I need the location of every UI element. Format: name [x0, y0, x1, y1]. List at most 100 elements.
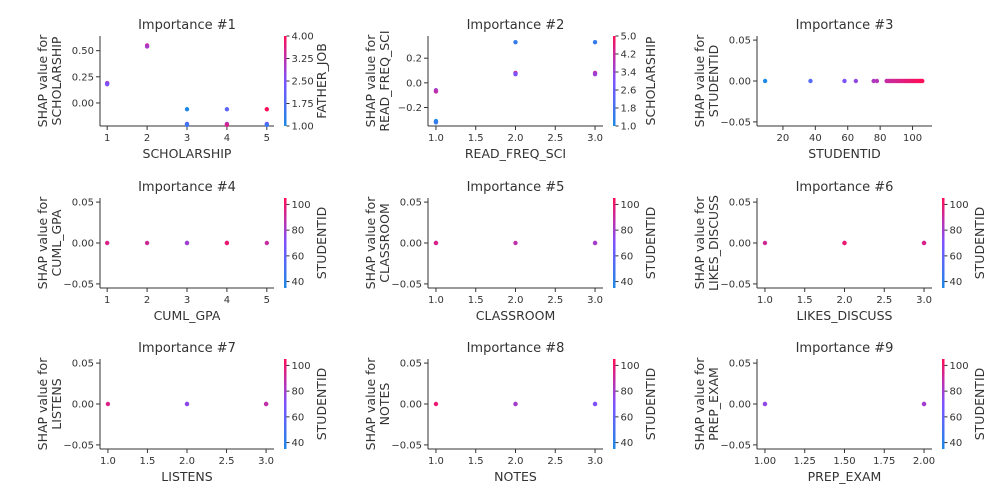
y-axis-label: SHAP value forREAD_FREQ_SCI [363, 30, 392, 131]
x-axis-label: CLASSROOM [476, 308, 556, 323]
colorbar-label: SCHOLARSHIP [643, 36, 658, 125]
data-point [105, 401, 111, 407]
x-tick-label: 2.0 [508, 295, 524, 306]
y-axis-label: SHAP value forCUML_GPA [35, 196, 64, 290]
y-tick-label: 0.05 [72, 198, 94, 209]
y-axis-label-line: PREP_EXAM [706, 367, 721, 441]
data-point [513, 401, 518, 407]
data-point [762, 240, 768, 246]
colorbar-tick-label: 40 [621, 438, 634, 449]
x-tick-label: 2 [144, 295, 150, 306]
subplot-title: Importance #9 [796, 341, 894, 356]
x-tick-label: 1.5 [468, 295, 484, 306]
subplot-9: Importance #9 1.00 1.25 1.50 1.75 2.00 −0.05 0.… [692, 341, 987, 484]
x-axis-label: CUML_GPA [154, 308, 221, 323]
data-point [104, 81, 110, 87]
subplot-title: Importance #7 [138, 341, 236, 356]
data-point [921, 401, 927, 407]
colorbar-tick-label: 80 [292, 387, 305, 398]
y-tick-label: −0.05 [391, 279, 422, 290]
colorbar-label: STUDENTID [314, 207, 329, 280]
colorbar-label: STUDENTID [972, 207, 987, 280]
data-point [513, 72, 518, 77]
y-axis-label-line: LIKES_DISCUSS [706, 195, 721, 291]
x-tick-label: 2.5 [547, 295, 563, 306]
data-point [184, 122, 190, 128]
data-point [184, 107, 190, 112]
colorbar-tick-label: 100 [950, 361, 969, 372]
x-tick-label: 100 [903, 133, 922, 144]
x-tick-label: 2.5 [219, 456, 235, 467]
colorbar-tick-label: 4.2 [621, 50, 637, 61]
colorbar-tick-label: 100 [621, 361, 640, 372]
x-tick-label: 5 [264, 133, 270, 144]
colorbar-tick-label: 80 [292, 226, 305, 237]
colorbar-tick-label: 2.50 [292, 77, 314, 88]
y-axis-label-line: SHAP value for [363, 196, 378, 290]
y-axis-label: SHAP value forSTUDENTID [692, 34, 721, 128]
colorbar-tick-label: 60 [950, 412, 963, 423]
x-tick-label: 1.00 [754, 456, 776, 467]
colorbar-tick-label: 80 [621, 226, 634, 237]
y-tick-label: −0.05 [63, 279, 94, 290]
x-tick-label: 1.75 [873, 456, 895, 467]
data-point [592, 240, 598, 246]
y-axis-label-line: SHAP value for [35, 357, 50, 451]
colorbar-tick-label: 100 [292, 361, 311, 372]
y-tick-label: 0.05 [400, 359, 422, 370]
colorbar-tick-label: 5.0 [621, 32, 637, 43]
x-tick-label: 1.0 [428, 133, 444, 144]
data-point [762, 78, 768, 84]
colorbar-label: FATHER_JOB [314, 43, 329, 119]
y-axis-label-line: SHAP value for [35, 196, 50, 290]
x-axis-label: LISTENS [161, 469, 212, 484]
data-point [513, 240, 518, 246]
y-tick-label: 0.00 [729, 400, 751, 411]
subplot-8: Importance #8 1.0 1.5 2.0 2.5 3.0 −0.05 0.00 0.0… [363, 341, 658, 484]
x-tick-label: 3.0 [587, 295, 603, 306]
data-point [433, 120, 439, 125]
data-point [842, 240, 847, 246]
y-axis-label: SHAP value forLISTENS [35, 357, 64, 451]
x-tick-label: 3 [184, 133, 190, 144]
y-axis-label-line: SHAP value for [692, 196, 707, 290]
data-point [224, 240, 230, 246]
x-axis-label: READ_FREQ_SCI [465, 146, 566, 161]
colorbar-tick-label: 80 [621, 387, 634, 398]
x-tick-label: 5 [264, 295, 270, 306]
colorbar-tick-label: 60 [950, 251, 963, 262]
data-point [264, 107, 270, 112]
y-tick-label: 0.00 [729, 239, 751, 250]
data-point [874, 78, 880, 84]
x-tick-label: 3.0 [587, 456, 603, 467]
y-tick-label: −0.2 [398, 103, 422, 114]
y-axis-label-line: SHAP value for [692, 34, 707, 128]
colorbar-tick-label: 80 [950, 226, 963, 237]
subplot-5: Importance #5 1.0 1.5 2.0 2.5 3.0 −0.05 0.00 0.0… [363, 180, 658, 323]
data-point [433, 401, 439, 407]
x-tick-label: 40 [809, 133, 822, 144]
colorbar [613, 36, 616, 126]
x-tick-label: 4 [224, 295, 230, 306]
x-axis-label: NOTES [494, 469, 537, 484]
colorbar-tick-label: 60 [621, 251, 634, 262]
x-tick-label: 1.0 [757, 295, 773, 306]
x-tick-label: 1.5 [140, 456, 156, 467]
data-point [433, 240, 439, 246]
y-axis-label-line: SHAP value for [692, 357, 707, 451]
colorbar [613, 198, 616, 288]
colorbar-tick-label: 40 [950, 438, 963, 449]
data-point [264, 240, 270, 246]
colorbar [284, 36, 287, 126]
y-tick-label: −0.05 [720, 279, 751, 290]
y-tick-label: 0.00 [400, 400, 422, 411]
data-point [920, 78, 925, 84]
x-tick-label: 1.50 [833, 456, 855, 467]
x-tick-label: 2 [144, 133, 150, 144]
colorbar-label: STUDENTID [972, 368, 987, 441]
colorbar-tick-label: 100 [292, 200, 311, 211]
x-tick-label: 3.0 [258, 456, 274, 467]
subplot-title: Importance #4 [138, 180, 236, 195]
data-point [104, 240, 110, 246]
y-axis-label-line: SHAP value for [363, 357, 378, 451]
